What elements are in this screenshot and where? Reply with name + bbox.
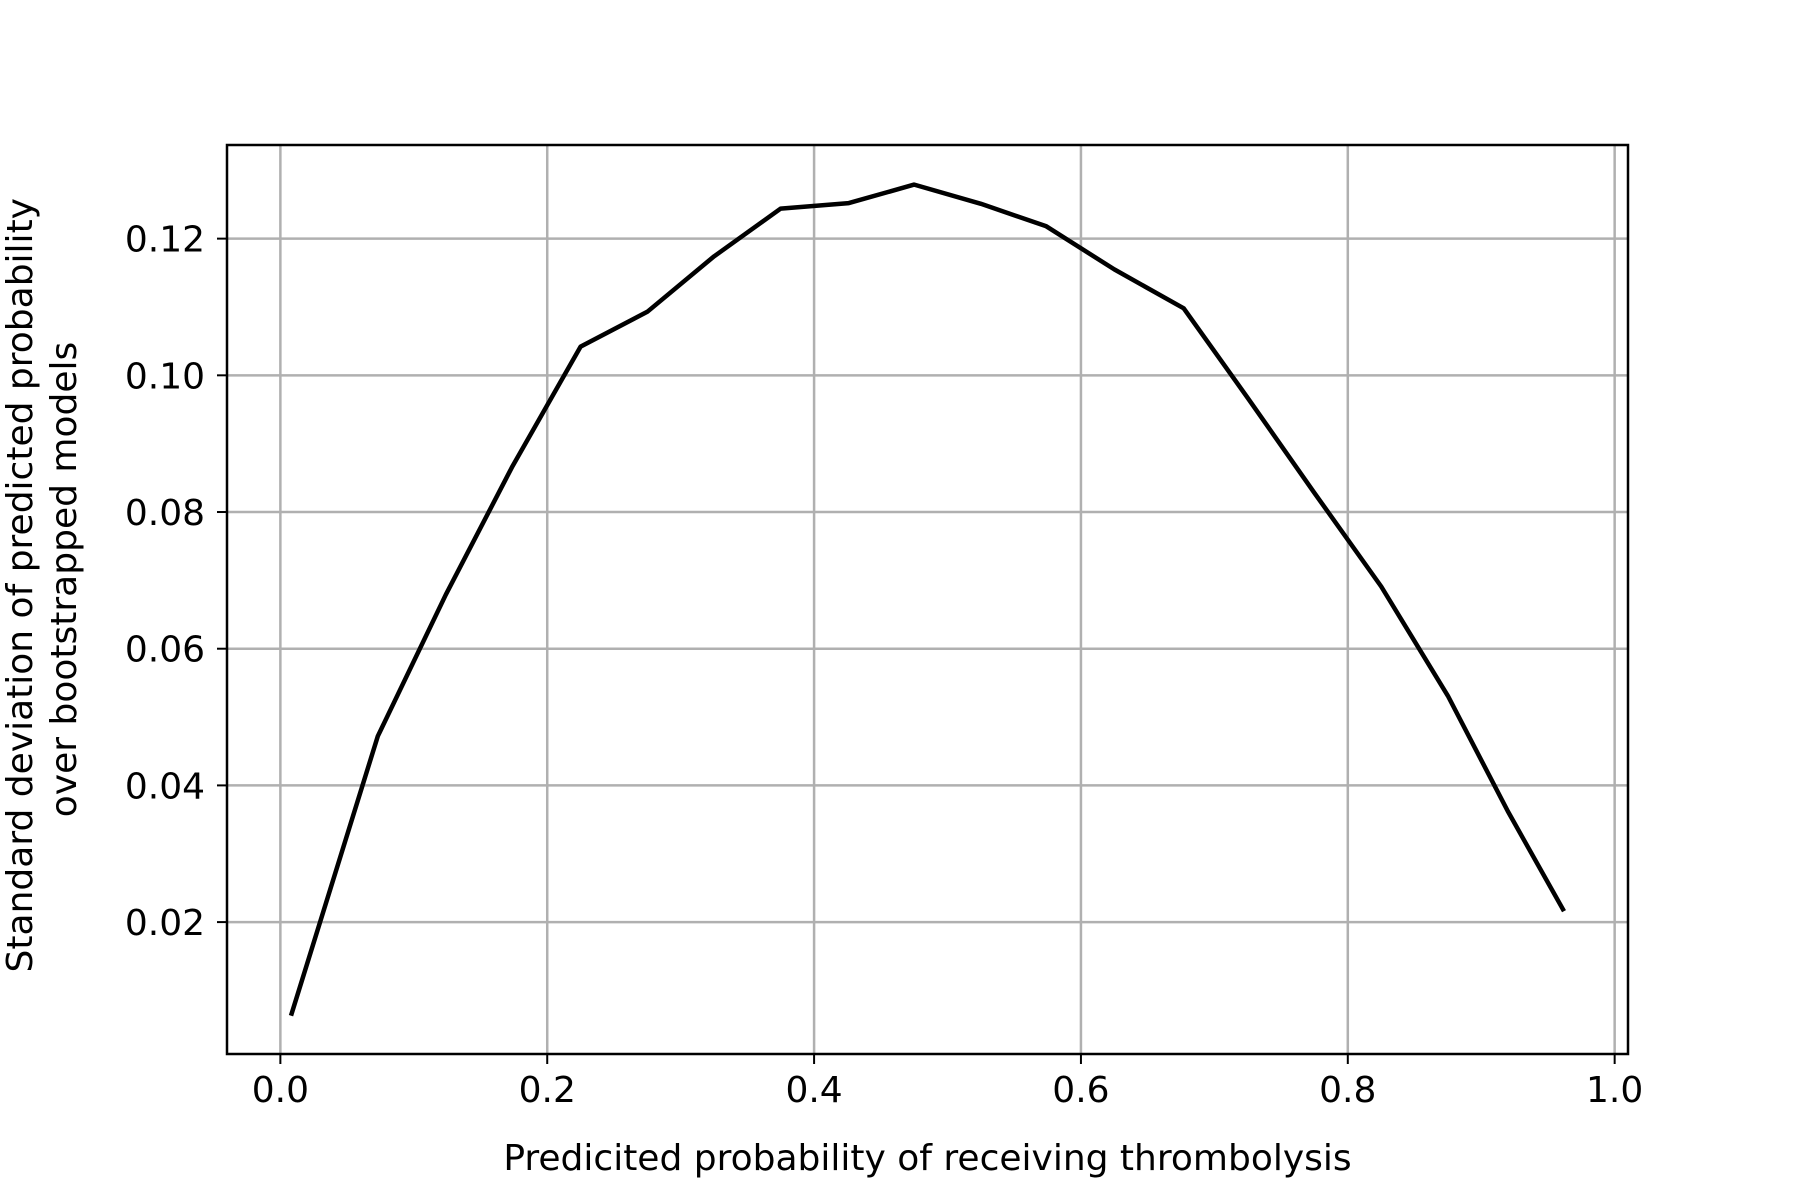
x-tick-label: 1.0 — [1586, 1070, 1643, 1111]
plot-frame — [225, 143, 1630, 1056]
y-tick-label: 0.08 — [125, 493, 205, 534]
y-tick-label: 0.04 — [125, 766, 205, 807]
series-layer — [288, 182, 1566, 1017]
tick-marks — [217, 237, 1616, 1064]
y-axis-label: Standard deviation of predicted probabil… — [0, 187, 85, 973]
x-axis-label: Predicited probability of receiving thro… — [503, 1138, 1351, 1179]
x-tick-label: 0.8 — [1319, 1070, 1376, 1111]
x-tick-labels: 0.0 0.2 0.4 0.6 0.8 1.0 — [252, 1070, 1644, 1111]
x-tick-label: 0.6 — [1052, 1070, 1109, 1111]
y-tick-label: 0.10 — [125, 356, 205, 397]
grid-lines — [227, 145, 1628, 1054]
series-line — [288, 182, 1566, 1017]
x-tick-label: 0.0 — [252, 1070, 309, 1111]
y-tick-labels: 0.02 0.04 0.06 0.08 0.10 0.12 — [125, 220, 205, 944]
x-tick-label: 0.4 — [785, 1070, 842, 1111]
y-tick-label: 0.06 — [125, 630, 205, 671]
y-tick-label: 0.02 — [125, 903, 205, 944]
x-tick-label: 0.2 — [519, 1070, 576, 1111]
y-axis-label-line-1: Standard deviation of predicted probabil… — [0, 198, 41, 972]
y-tick-label: 0.12 — [125, 220, 205, 261]
y-axis-label-line-2: over bootstrapped models — [44, 342, 85, 817]
